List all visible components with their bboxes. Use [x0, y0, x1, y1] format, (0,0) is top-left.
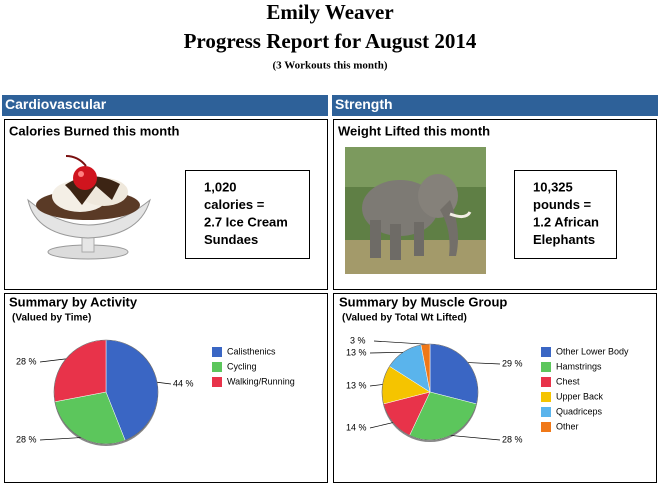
chart-title: Summary by Muscle Group: [339, 294, 507, 309]
legend-swatch: [541, 377, 551, 387]
chart-subtitle: (Valued by Time): [12, 313, 91, 324]
legend-label: Walking/Running: [227, 376, 295, 386]
elephant-image: [345, 147, 486, 274]
panel: [333, 119, 657, 290]
pie-slice: [53, 339, 107, 403]
section-title: Cardiovascular: [5, 96, 107, 112]
leader-line: [369, 384, 383, 387]
legend-swatch: [212, 347, 222, 357]
value-label: 28 %: [16, 356, 37, 366]
value-label: 29 %: [502, 358, 523, 368]
legend-swatch: [541, 422, 551, 432]
legend-swatch: [541, 407, 551, 417]
legend-label: Hamstrings: [556, 361, 602, 371]
value-label: 44 %: [173, 378, 194, 388]
legend-swatch: [541, 362, 551, 372]
legend-label: Calisthenics: [227, 346, 276, 356]
value-label: 28 %: [16, 434, 37, 444]
chart-title: Summary by Activity: [9, 294, 138, 309]
legend-label: Other: [556, 421, 579, 431]
panel-title: Weight Lifted this month: [338, 123, 490, 138]
leader-line: [369, 422, 394, 429]
section-bar: [332, 95, 658, 116]
value-label: 14 %: [346, 422, 367, 432]
legend-label: Upper Back: [556, 391, 604, 401]
leader-line: [373, 340, 426, 345]
pie-outline: [381, 343, 479, 441]
box-text: Sundaes: [204, 232, 258, 247]
comparison-box: [185, 170, 310, 259]
box-text: pounds =: [533, 197, 592, 212]
legend-label: Chest: [556, 376, 580, 386]
sundae-image: [27, 155, 151, 260]
legend-swatch: [212, 377, 222, 387]
comparison-box: [514, 170, 617, 259]
panel: [333, 293, 657, 483]
box-text: 10,325: [533, 179, 573, 194]
box-text: calories =: [204, 197, 265, 212]
panel-title: Calories Burned this month: [9, 123, 180, 138]
pie-outline: [53, 339, 159, 445]
leader-line: [467, 362, 501, 365]
value-label: 28 %: [502, 434, 523, 444]
value-label: 3 %: [350, 335, 366, 345]
section-title: Strength: [335, 96, 393, 112]
section-bar: [2, 95, 328, 116]
legend-label: Quadriceps: [556, 406, 603, 416]
leader-line: [157, 381, 172, 385]
legend-label: Cycling: [227, 361, 257, 371]
box-text: 1.2 African: [533, 214, 599, 229]
box-text: 2.7 Ice Cream: [204, 214, 288, 229]
legend-swatch: [541, 347, 551, 357]
value-label: 13 %: [346, 380, 367, 390]
box-text: 1,020: [204, 179, 237, 194]
panel: [4, 119, 328, 290]
leader-line: [369, 351, 404, 354]
report-subtitle: (3 Workouts this month): [272, 60, 387, 72]
leader-line: [450, 435, 501, 441]
report-title: Progress Report for August 2014: [184, 29, 477, 53]
report-name: Emily Weaver: [266, 0, 393, 24]
box-text: Elephants: [533, 232, 595, 247]
panel: [4, 293, 328, 483]
legend-swatch: [541, 392, 551, 402]
chart-subtitle: (Valued by Total Wt Lifted): [342, 313, 467, 324]
legend-label: Other Lower Body: [556, 346, 629, 356]
leader-line: [39, 437, 81, 441]
legend-swatch: [212, 362, 222, 372]
leader-line: [39, 358, 66, 363]
value-label: 13 %: [346, 347, 367, 357]
